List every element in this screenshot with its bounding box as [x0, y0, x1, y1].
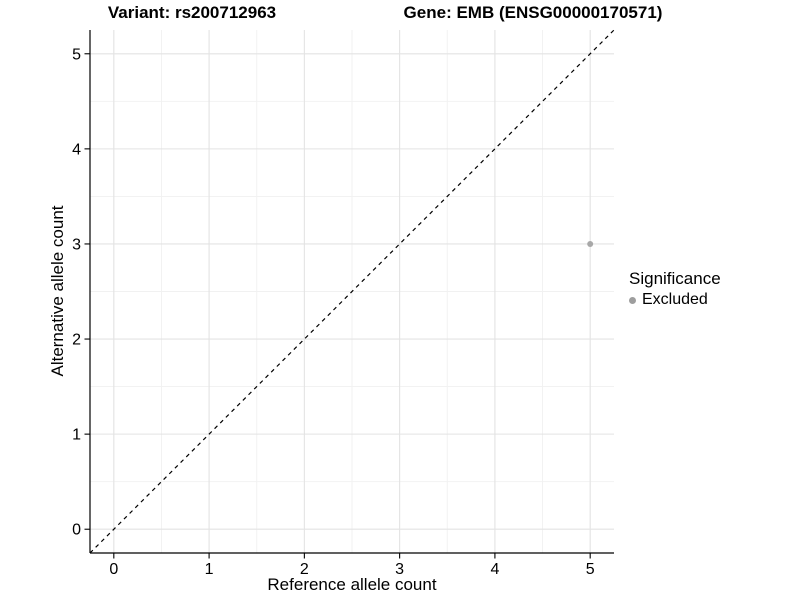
y-tick-label: 0 — [72, 522, 81, 539]
legend-item-label: Excluded — [642, 291, 708, 308]
legend-title: Significance — [629, 269, 721, 288]
data-points — [587, 240, 594, 247]
legend: Significance Excluded — [629, 269, 721, 309]
y-tick-label: 4 — [72, 141, 81, 158]
x-axis-title: Reference allele count — [267, 575, 437, 594]
identity-dashed-line — [89, 29, 615, 554]
data-point-excluded — [587, 240, 594, 247]
gridlines-major — [90, 30, 614, 553]
axis-ticks — [84, 53, 591, 559]
plot-title-gene: Gene: EMB (ENSG00000170571) — [403, 3, 663, 22]
x-tick-label: 5 — [586, 561, 595, 578]
y-tick-label: 2 — [72, 332, 81, 349]
x-tick-label: 2 — [300, 561, 309, 578]
y-tick-label: 1 — [72, 427, 81, 444]
excluded-point-icon — [629, 296, 636, 304]
y-tick-label: 3 — [72, 236, 81, 253]
legend-item-excluded: Excluded — [629, 291, 721, 309]
y-tick-labels: 0 1 2 3 4 5 — [72, 46, 81, 538]
x-tick-label: 1 — [205, 561, 214, 578]
x-tick-label: 3 — [395, 561, 404, 578]
gridlines-minor — [90, 30, 614, 553]
plot-title-variant: Variant: rs200712963 — [107, 3, 277, 22]
y-tick-label: 5 — [72, 46, 81, 63]
x-tick-labels: 0 1 2 3 4 5 — [109, 561, 594, 578]
x-tick-label: 4 — [490, 561, 499, 578]
x-tick-label: 0 — [109, 561, 118, 578]
axis-lines — [89, 30, 614, 554]
